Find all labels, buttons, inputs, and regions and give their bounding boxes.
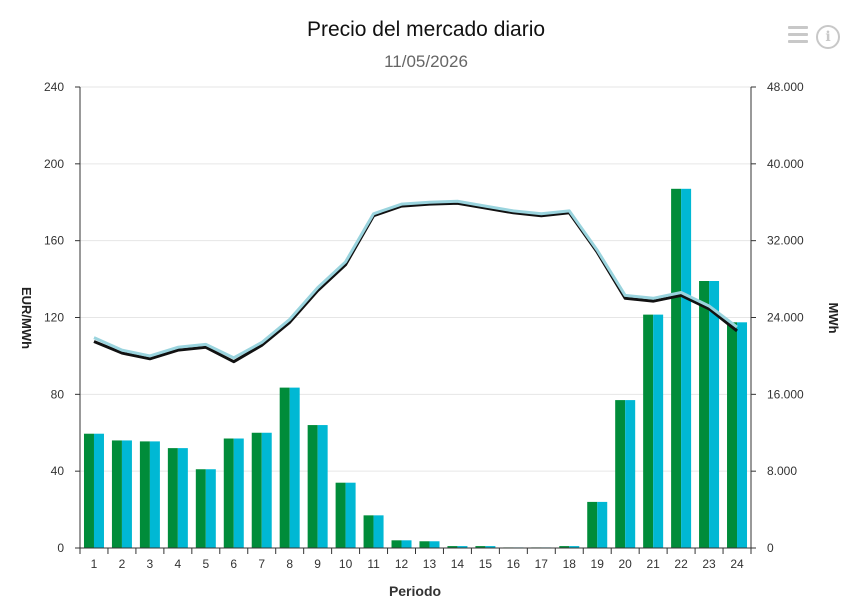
bar[interactable] [457,546,468,548]
bar[interactable] [569,546,580,548]
x-tick-label: 12 [395,557,409,571]
bar[interactable] [195,469,206,548]
bar[interactable] [233,438,244,548]
x-tick-label: 3 [147,557,154,571]
series-line[interactable] [93,201,738,364]
y-axis-right-label: MWh [826,302,841,333]
bar[interactable] [363,515,374,548]
bar[interactable] [681,188,692,548]
y-left-tick-label: 120 [44,311,64,325]
bar[interactable] [279,387,290,548]
bar[interactable] [625,400,636,548]
bar[interactable] [597,501,608,548]
bar[interactable] [93,433,104,548]
bar[interactable] [401,540,412,548]
x-tick-label: 10 [339,557,353,571]
bar[interactable] [345,482,356,548]
y-axis-left-label: EUR/MWh [19,287,34,349]
bar[interactable] [615,400,626,548]
bar[interactable] [167,448,178,548]
bar[interactable] [289,387,300,548]
y-right-tick-label: 24.000 [767,311,804,325]
line-series-group [93,199,738,364]
x-tick-label: 23 [702,557,716,571]
x-tick-label: 7 [258,557,265,571]
bar[interactable] [643,314,654,548]
bar[interactable] [737,322,748,548]
hamburger-menu-icon[interactable] [788,26,808,44]
bar[interactable] [391,540,402,548]
x-tick-label: 8 [286,557,293,571]
x-tick-label: 21 [646,557,660,571]
bar[interactable] [317,425,328,548]
y-left-tick-label: 200 [44,157,64,171]
x-tick-label: 1 [91,557,98,571]
bar[interactable] [83,433,94,548]
series-line[interactable] [93,199,738,360]
bar[interactable] [205,469,216,548]
bar[interactable] [709,281,720,548]
bar-series-group [83,188,748,548]
y-right-tick-label: 0 [767,541,774,555]
bar[interactable] [111,440,122,548]
bar[interactable] [261,432,272,548]
x-axis-label: Periodo [389,583,441,599]
y-left-tick-label: 240 [44,80,64,94]
bar[interactable] [559,546,570,548]
bar[interactable] [177,448,188,548]
x-tick-label: 22 [674,557,688,571]
bar[interactable] [485,546,496,548]
bar[interactable] [587,501,598,548]
y-left-tick-label: 0 [57,541,64,555]
y-left-tick-label: 80 [51,387,65,401]
x-tick-label: 11 [367,557,380,571]
bar[interactable] [475,546,486,548]
y-right-tick-label: 40.000 [767,157,804,171]
y-right-tick-label: 48.000 [767,80,804,94]
bar[interactable] [251,432,262,548]
bar[interactable] [653,314,664,548]
bar[interactable] [373,515,384,548]
y-right-tick-label: 8.000 [767,464,797,478]
bar[interactable] [149,441,160,548]
x-tick-label: 5 [202,557,209,571]
bar[interactable] [671,188,682,548]
x-tick-label: 17 [535,557,549,571]
y-left-tick-label: 40 [51,464,65,478]
bar[interactable] [419,541,430,548]
x-tick-label: 2 [119,557,126,571]
bar[interactable] [139,441,150,548]
bar[interactable] [699,281,710,548]
bar[interactable] [335,482,346,548]
bar[interactable] [727,322,738,548]
x-tick-label: 18 [563,557,577,571]
x-tick-label: 19 [591,557,605,571]
y-right-tick-label: 32.000 [767,234,804,248]
info-icon[interactable]: i [816,25,840,49]
bar[interactable] [121,440,132,548]
bar[interactable] [307,425,318,548]
bar[interactable] [223,438,234,548]
x-tick-label: 15 [479,557,493,571]
y-left-tick-label: 160 [44,234,64,248]
x-tick-label: 20 [619,557,633,571]
x-tick-label: 24 [730,557,744,571]
chart-title: Precio del mercado diario [306,18,546,41]
x-tick-label: 16 [507,557,521,571]
x-tick-label: 9 [314,557,321,571]
chart-subtitle: 11/05/2026 [384,52,468,71]
bar[interactable] [447,546,458,548]
x-tick-label: 14 [451,557,465,571]
y-right-tick-label: 16.000 [767,387,804,401]
x-tick-label: 4 [175,557,182,571]
bar[interactable] [429,541,440,548]
axes: 0408012016020024008.00016.00024.00032.00… [44,80,804,571]
x-tick-label: 13 [423,557,437,571]
x-tick-label: 6 [230,557,237,571]
